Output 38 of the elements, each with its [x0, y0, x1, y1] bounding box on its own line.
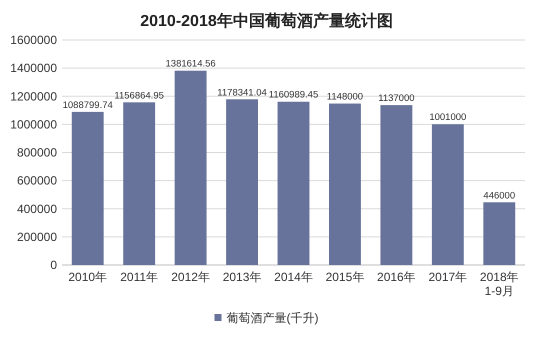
data-label: 1178341.04 — [217, 87, 267, 98]
y-tick-label: 1600000 — [10, 33, 58, 47]
x-tick-label: 2010年 — [68, 270, 108, 284]
x-tick-label: 2012年 — [171, 270, 210, 284]
y-tick-label: 200000 — [16, 230, 58, 244]
x-tick-label: 2017年 — [428, 270, 468, 284]
x-tick-label: 2011年 — [120, 270, 158, 284]
y-tick-label: 0 — [50, 258, 58, 272]
y-tick-label: 1200000 — [10, 89, 58, 104]
bar — [174, 70, 207, 265]
chart-title: 2010-2018年中国葡萄酒产量统计图 — [140, 12, 393, 30]
data-label: 446000 — [483, 190, 516, 202]
bar — [380, 105, 412, 265]
bar — [72, 112, 104, 265]
y-tick-label: 600000 — [16, 174, 58, 188]
x-tick-label: 2016年 — [377, 270, 416, 284]
bar — [226, 99, 258, 265]
bar — [483, 202, 516, 265]
data-label: 1381614.56 — [166, 58, 216, 70]
data-label: 1001000 — [429, 112, 466, 124]
bar — [278, 102, 310, 265]
y-tick-label: 800000 — [16, 146, 58, 160]
x-tick-label: 2014年 — [274, 270, 313, 284]
x-tick-label: 2018年1-9月 — [480, 270, 519, 298]
bar — [328, 104, 361, 265]
y-tick-label: 1000000 — [10, 117, 58, 132]
y-tick-label: 1400000 — [10, 61, 58, 76]
data-label: 1156864.95 — [114, 90, 164, 102]
legend-label: 葡萄酒产量(千升) — [226, 311, 318, 325]
data-label: 1088799.74 — [62, 100, 113, 111]
data-label: 1160989.45 — [268, 90, 318, 101]
data-label: 1148000 — [326, 92, 364, 103]
y-tick-label: 400000 — [16, 202, 58, 216]
bar — [432, 124, 464, 265]
data-label: 1137000 — [378, 93, 415, 104]
x-tick-label: 2015年 — [326, 270, 364, 284]
bar — [123, 102, 156, 265]
x-tick-label: 2013年 — [222, 270, 262, 284]
